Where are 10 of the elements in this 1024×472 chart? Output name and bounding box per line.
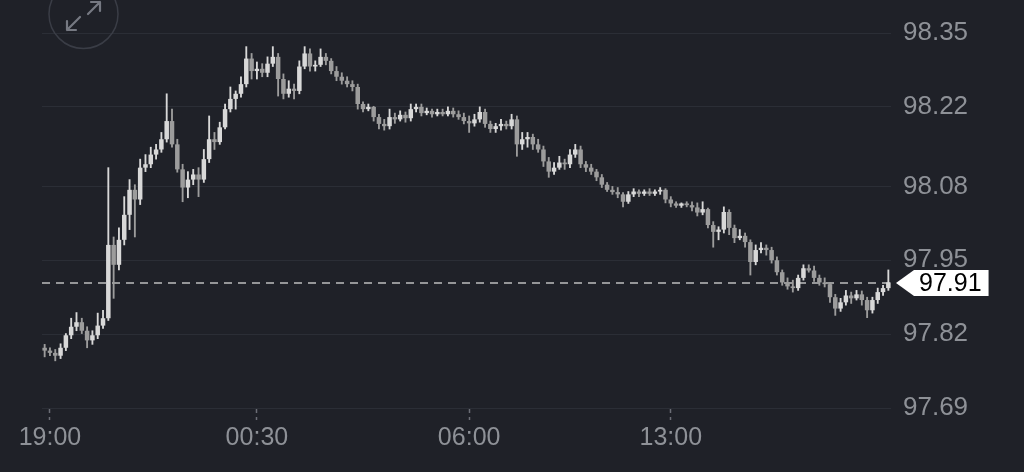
y-tick-label: 97.82 — [903, 317, 969, 348]
y-tick-label: 98.22 — [903, 90, 969, 121]
x-tick-label: 00:30 — [225, 421, 289, 450]
y-tick-label: 98.35 — [903, 16, 969, 47]
x-tick-label: 06:00 — [437, 421, 501, 450]
candlestick — [615, 187, 620, 199]
x-tick-label: 19:00 — [18, 421, 82, 450]
y-tick-label: 98.08 — [903, 169, 969, 200]
x-tick-label: 13:00 — [639, 421, 703, 450]
y-tick-label: 97.69 — [903, 391, 969, 422]
